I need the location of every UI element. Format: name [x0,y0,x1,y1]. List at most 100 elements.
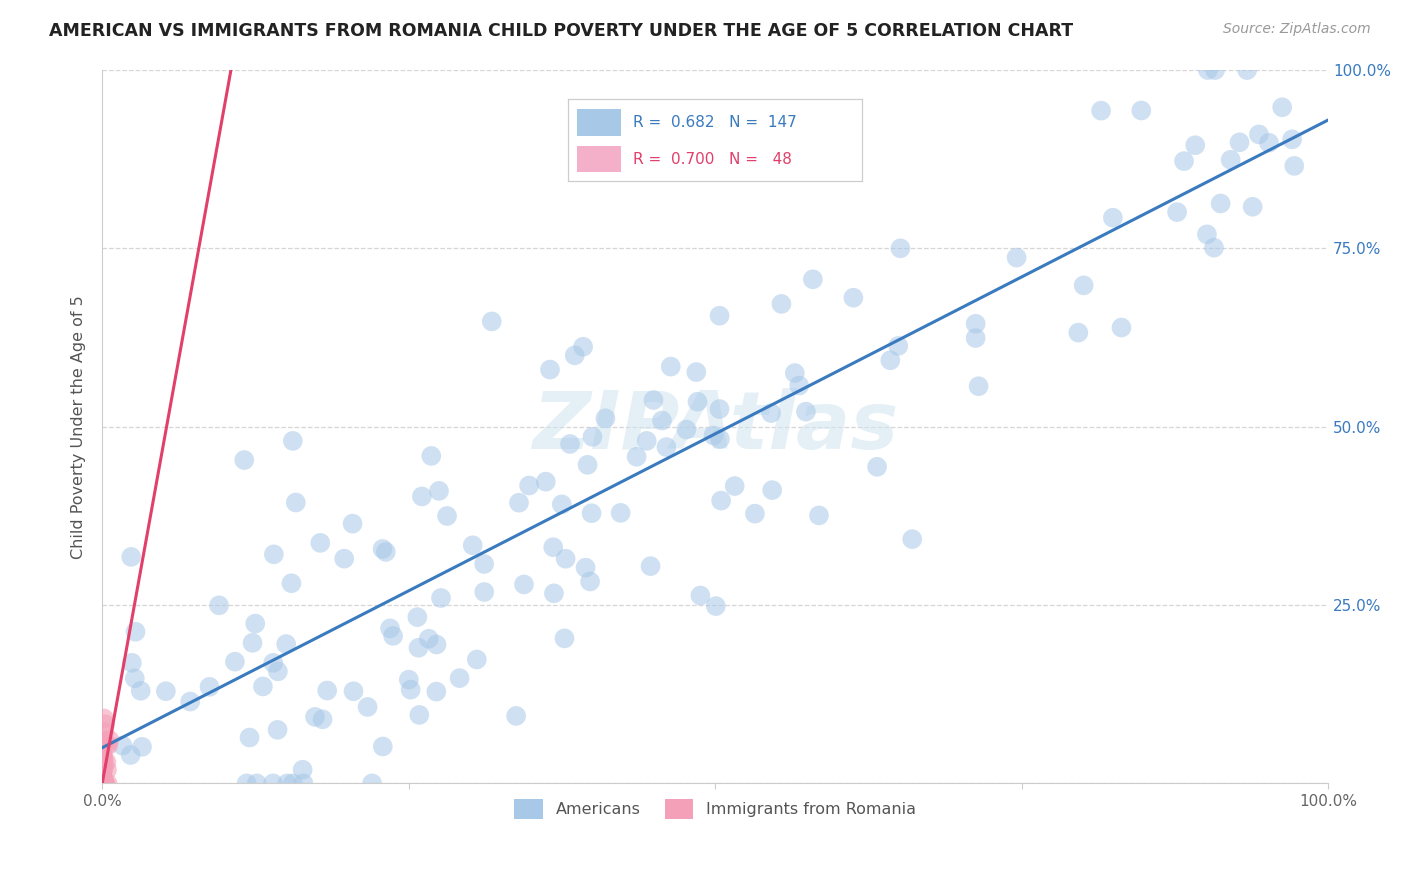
Point [91,763,114,777]
Point [91,763,114,777]
Point [1247,128,1270,142]
Point [579,574,602,589]
Point [643,392,665,407]
Text: Source: ZipAtlas.com: Source: ZipAtlas.com [1223,22,1371,37]
Point [281,434,304,448]
Text: AMERICAN VS IMMIGRANTS FROM ROMANIA CHILD POVERTY UNDER THE AGE OF 5 CORRELATION: AMERICAN VS IMMIGRANTS FROM ROMANIA CHIL… [49,22,1073,40]
Point [252,680,274,694]
Point [783,366,806,380]
Point [382,629,405,643]
Point [198,680,221,694]
Point [91,776,114,790]
Point [702,428,724,442]
Point [91,749,114,764]
Point [91,769,114,783]
Point [93,776,115,790]
Point [316,683,339,698]
Y-axis label: Child Poverty Under the Age of 5: Child Poverty Under the Age of 5 [72,295,86,558]
Point [659,359,682,374]
Point [93,776,115,790]
Point [513,577,536,591]
Point [965,331,987,345]
Point [96,763,118,777]
Point [901,532,924,546]
Point [538,362,561,376]
Point [709,432,731,446]
Point [292,776,315,790]
Point [807,508,830,523]
Point [411,490,433,504]
Point [266,723,288,737]
Point [1241,200,1264,214]
Point [551,497,574,511]
Point [794,404,817,418]
Point [371,739,394,754]
Point [91,776,114,790]
Point [543,586,565,600]
Point [889,241,911,255]
Point [120,747,142,762]
Point [1073,278,1095,293]
Point [361,776,384,790]
Point [93,753,115,767]
Point [1102,211,1125,225]
Point [709,309,731,323]
Point [91,776,114,790]
Point [91,746,114,760]
Point [399,682,422,697]
Point [436,508,458,523]
Point [121,656,143,670]
Point [461,538,484,552]
Text: ZIPAtlas: ZIPAtlas [531,388,898,466]
Point [245,616,267,631]
Point [93,776,115,790]
Point [124,624,146,639]
Point [111,739,134,753]
Point [581,430,603,444]
Point [276,776,298,790]
Point [1202,241,1225,255]
Point [304,710,326,724]
Point [1090,103,1112,118]
Point [425,638,447,652]
Point [91,776,114,790]
Point [262,776,284,790]
Point [224,655,246,669]
Point [96,738,118,752]
Point [842,291,865,305]
Point [235,776,257,790]
Point [120,549,142,564]
Point [91,776,114,790]
Point [93,711,115,725]
Point [93,772,115,787]
Point [1271,100,1294,114]
Point [246,776,269,790]
Point [472,557,495,571]
Point [1173,154,1195,169]
Point [1229,136,1251,150]
Point [505,709,527,723]
Point [655,440,678,454]
Point [572,340,595,354]
Point [311,712,333,726]
Point [131,739,153,754]
Point [94,776,117,790]
Point [93,776,115,790]
Point [91,776,114,790]
Point [704,599,727,613]
Point [1166,205,1188,219]
Point [280,576,302,591]
Point [685,365,707,379]
Point [576,458,599,472]
Point [689,589,711,603]
Point [1111,320,1133,334]
Point [517,478,540,492]
Point [124,671,146,685]
Point [91,776,114,790]
Point [267,665,290,679]
Point [94,776,117,790]
Point [709,402,731,417]
Point [398,673,420,687]
Point [651,413,673,427]
Point [1005,251,1028,265]
